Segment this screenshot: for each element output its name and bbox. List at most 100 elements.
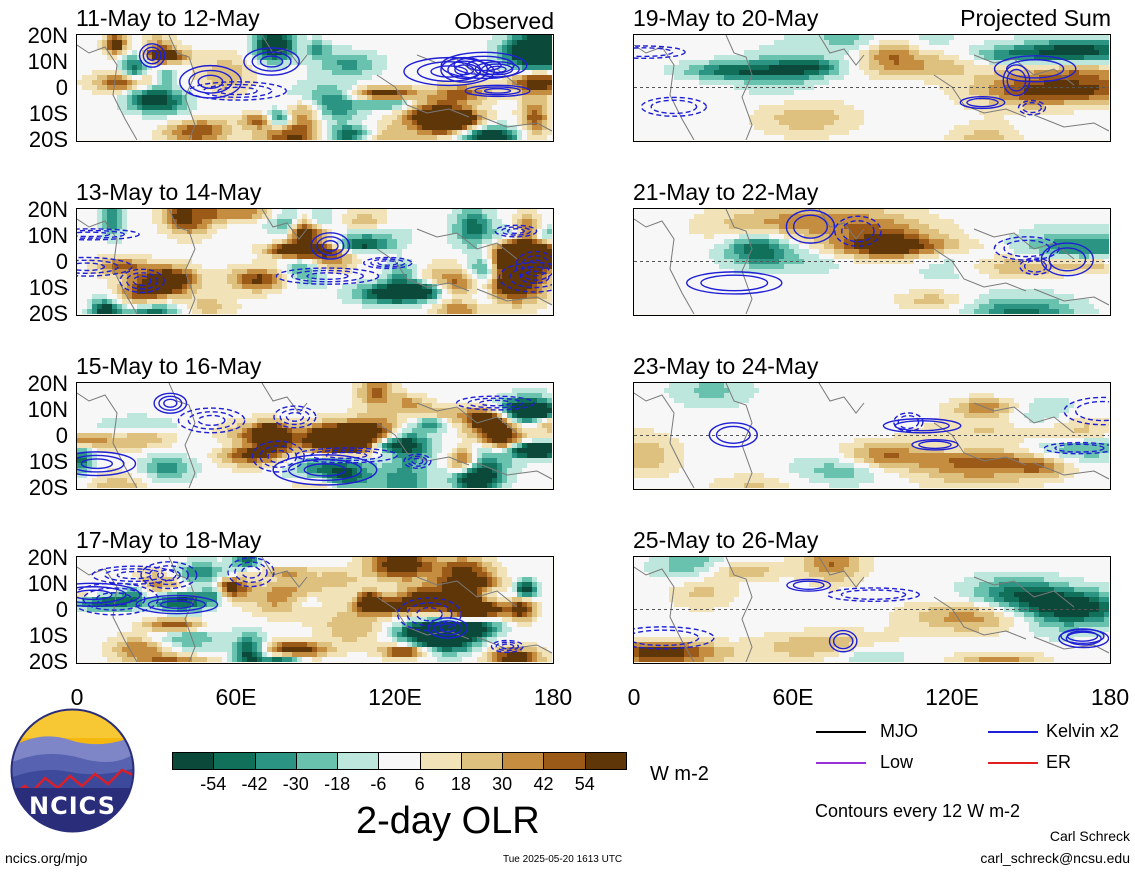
x-tick-right-180: 180 [1090, 684, 1130, 710]
kelvin-contours [708, 396, 1109, 455]
olr-map-projected-1 [633, 34, 1111, 142]
legend-line-er [988, 762, 1038, 764]
y-tick-2-10s: 10S [28, 275, 68, 300]
x-tick-left-120e: 120E [368, 684, 422, 710]
y-tick-4-10n: 10N [27, 571, 68, 596]
panel-title-8: 25-May to 26-May [633, 527, 819, 553]
ncics-logo[interactable]: NCICS [10, 708, 135, 833]
colorbar-tick-label: -30 [282, 774, 309, 794]
olr-map-observed-3 [76, 382, 554, 490]
colorbar-tick-label: -18 [324, 774, 351, 794]
colorbar [172, 752, 627, 770]
observed-label: Observed [454, 8, 554, 34]
olr-field [77, 557, 552, 662]
olr-map-observed-4 [76, 556, 554, 664]
panel-title-6: 21-May to 22-May [633, 179, 819, 205]
kelvin-contours [77, 392, 535, 486]
y-tick-3-10n: 10N [27, 397, 68, 422]
kelvin-contours [77, 557, 524, 654]
colorbar-tick-label: 18 [450, 774, 471, 794]
colorbar-swatch [172, 752, 215, 770]
kelvin-contours [77, 224, 552, 294]
panel-title-1: 11-May to 12-May [76, 5, 260, 31]
olr-map-observed-2 [76, 208, 554, 316]
olr-map-observed-1 [76, 34, 554, 142]
y-tick-1-10n: 10N [27, 49, 68, 74]
olr-map-projected-4 [633, 556, 1111, 664]
colorbar-swatch [502, 752, 545, 770]
contour-note: Contours every 12 W m-2 [815, 801, 1021, 821]
olr-field [634, 557, 1109, 662]
x-tick-right-120e: 120E [925, 684, 979, 710]
y-tick-3-10s: 10S [28, 449, 68, 474]
legend-label-mjo: MJO [880, 721, 918, 741]
colorbar-tick-label: 42 [533, 774, 554, 794]
colorbar-swatch [584, 752, 627, 770]
footer-url[interactable]: ncics.org/mjo [5, 850, 88, 866]
colorbar-tick-label: 30 [492, 774, 513, 794]
y-tick-1-20s: 20S [28, 127, 68, 152]
olr-field [634, 209, 1109, 314]
footer-email[interactable]: carl_schreck@ncsu.edu [980, 850, 1130, 866]
kelvin-contours [138, 43, 531, 101]
colorbar-tick-label: -42 [241, 774, 268, 794]
kelvin-contours [634, 45, 1077, 117]
y-tick-3-0: 0 [55, 423, 68, 448]
legend-label-er: ER [1046, 752, 1072, 772]
y-tick-1-10s: 10S [28, 101, 68, 126]
y-tick-2-20n: 20N [27, 197, 68, 222]
olr-field [634, 383, 1109, 488]
colorbar-tick-label: 54 [574, 774, 595, 794]
colorbar-swatch [543, 752, 586, 770]
chart-title: 2-day OLR [356, 800, 540, 842]
projected-sum-label: Projected Sum [960, 5, 1111, 31]
y-tick-1-0: 0 [55, 75, 68, 100]
olr-field [77, 35, 552, 140]
footer-timestamp: Tue 2025-05-20 1613 UTC [503, 854, 623, 865]
colorbar-swatch [460, 752, 504, 770]
logo-text: NCICS [29, 792, 116, 820]
colorbar-units: W m-2 [650, 763, 709, 785]
legend-line-low [816, 762, 866, 764]
olr-field [77, 209, 552, 314]
legend-label-low: Low [880, 752, 914, 772]
olr-map-projected-3 [633, 382, 1111, 490]
y-tick-2-10n: 10N [27, 223, 68, 248]
colorbar-tick-label: 6 [414, 774, 425, 794]
x-tick-left-180: 180 [533, 684, 573, 710]
legend-line-mjo [816, 731, 866, 733]
y-tick-4-10s: 10S [28, 623, 68, 648]
legend-label-kelvin: Kelvin x2 [1046, 721, 1120, 741]
colorbar-swatch [378, 752, 421, 770]
coastlines [634, 383, 1109, 488]
y-tick-4-20s: 20S [28, 649, 68, 674]
colorbar-swatch [419, 752, 462, 770]
panel-title-2: 13-May to 14-May [76, 179, 262, 205]
panel-title-4: 17-May to 18-May [76, 527, 262, 553]
x-tick-right-0: 0 [627, 684, 641, 710]
olr-field [77, 383, 552, 488]
kelvin-contours [685, 209, 1094, 295]
panel-title-3: 15-May to 16-May [76, 353, 262, 379]
olr-map-projected-2 [633, 208, 1111, 316]
coastlines [634, 557, 1109, 662]
panel-title-7: 23-May to 24-May [633, 353, 819, 379]
panel-title-5: 19-May to 20-May [633, 5, 819, 31]
y-tick-4-20n: 20N [27, 545, 68, 570]
x-tick-left-60e: 60E [215, 684, 257, 710]
olr-field [634, 35, 1109, 140]
colorbar-swatch [213, 752, 256, 770]
colorbar-tick-label: -54 [200, 774, 227, 794]
y-tick-4-0: 0 [55, 597, 68, 622]
y-tick-3-20n: 20N [27, 371, 68, 396]
x-tick-right-60e: 60E [772, 684, 814, 710]
x-tick-left-0: 0 [70, 684, 84, 710]
y-tick-2-0: 0 [55, 249, 68, 274]
y-tick-1-20n: 20N [27, 23, 68, 48]
coastlines [77, 557, 552, 662]
colorbar-swatch [295, 752, 339, 770]
footer-author: Carl Schreck [1049, 828, 1130, 844]
y-tick-2-20s: 20S [28, 301, 68, 326]
colorbar-swatch [254, 752, 297, 770]
colorbar-swatch [337, 752, 380, 770]
